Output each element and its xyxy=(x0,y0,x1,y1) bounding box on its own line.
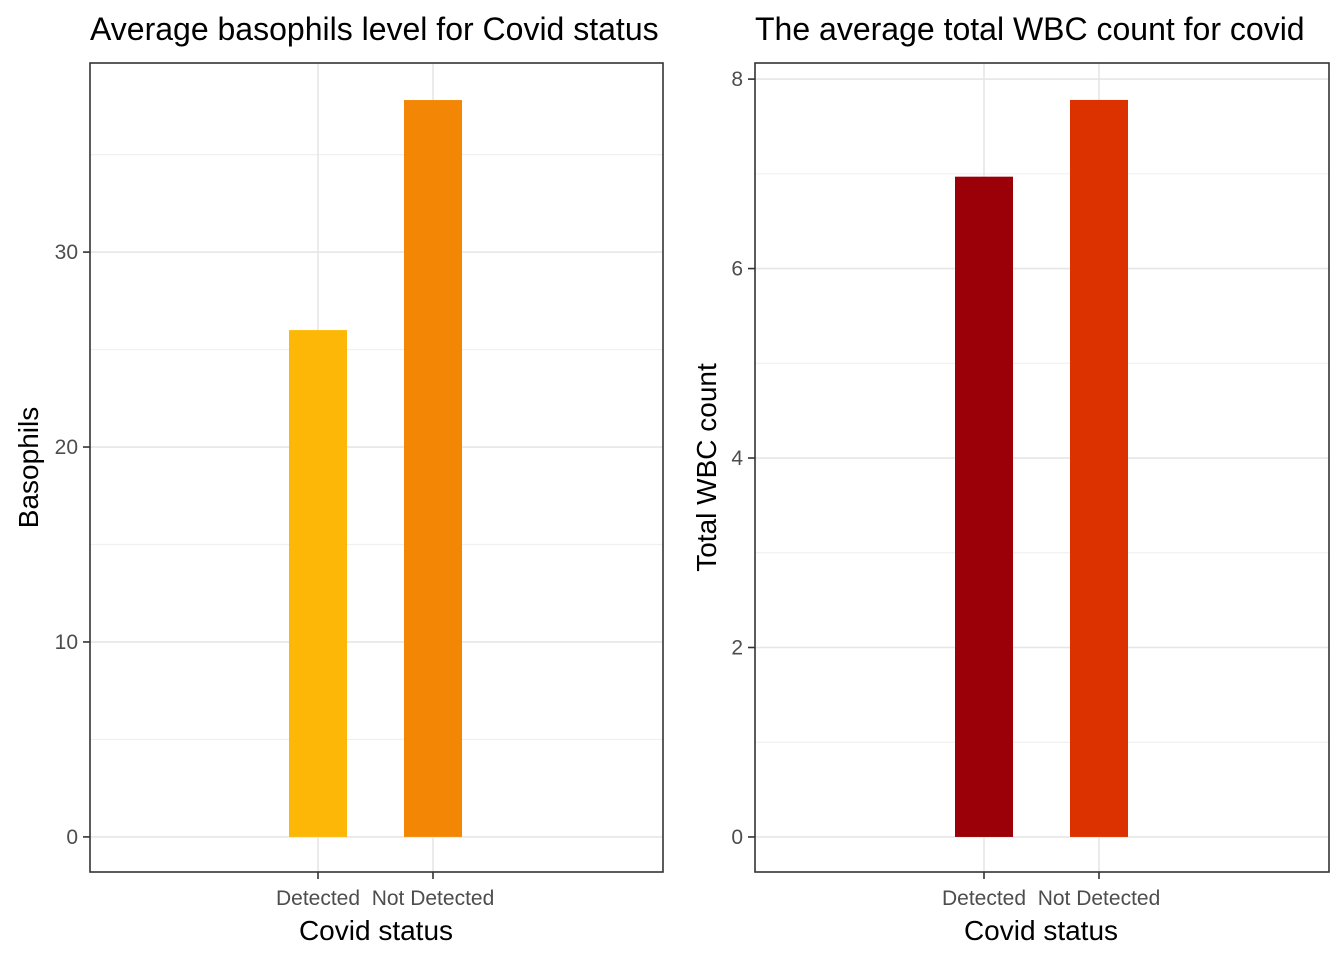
panel-background xyxy=(90,63,663,872)
bar-not-detected xyxy=(404,100,462,837)
x-axis-title: Covid status xyxy=(299,915,453,946)
y-tick-label: 20 xyxy=(55,436,78,459)
x-tick-label: Detected xyxy=(276,887,360,910)
bar-not-detected xyxy=(1070,99,1128,837)
x-tick-label: Not Detected xyxy=(1038,887,1161,910)
y-tick-label: 8 xyxy=(731,68,743,91)
bar-detected xyxy=(955,176,1013,837)
x-tick-label: Not Detected xyxy=(372,887,495,910)
chart-title: The average total WBC count for covid xyxy=(755,11,1305,47)
wbc-chart: 0 2 4 6 8 Detected Not Detected The average tot… xyxy=(691,11,1330,946)
x-axis-title: Covid status xyxy=(964,915,1118,946)
chart-title: Average basophils level for Covid status xyxy=(90,11,659,47)
y-tick-label: 0 xyxy=(66,826,78,849)
y-tick-label: 2 xyxy=(731,636,743,659)
x-tick-label: Detected xyxy=(942,887,1026,910)
panel-border xyxy=(754,62,1330,873)
y-tick-label: 10 xyxy=(55,631,78,654)
y-tick-label: 4 xyxy=(731,447,743,470)
y-tick-label: 6 xyxy=(731,258,743,281)
y-tick-label: 30 xyxy=(55,241,78,264)
y-axis-title: Basophils xyxy=(13,407,44,528)
panel-border xyxy=(89,62,664,873)
panel-background xyxy=(755,63,1329,872)
bar-detected xyxy=(289,330,347,837)
basophils-chart: 0 10 20 30 Detected Not Detected Average basop… xyxy=(13,11,664,946)
y-axis-title: Total WBC count xyxy=(691,363,722,572)
y-tick-label: 0 xyxy=(731,826,743,849)
